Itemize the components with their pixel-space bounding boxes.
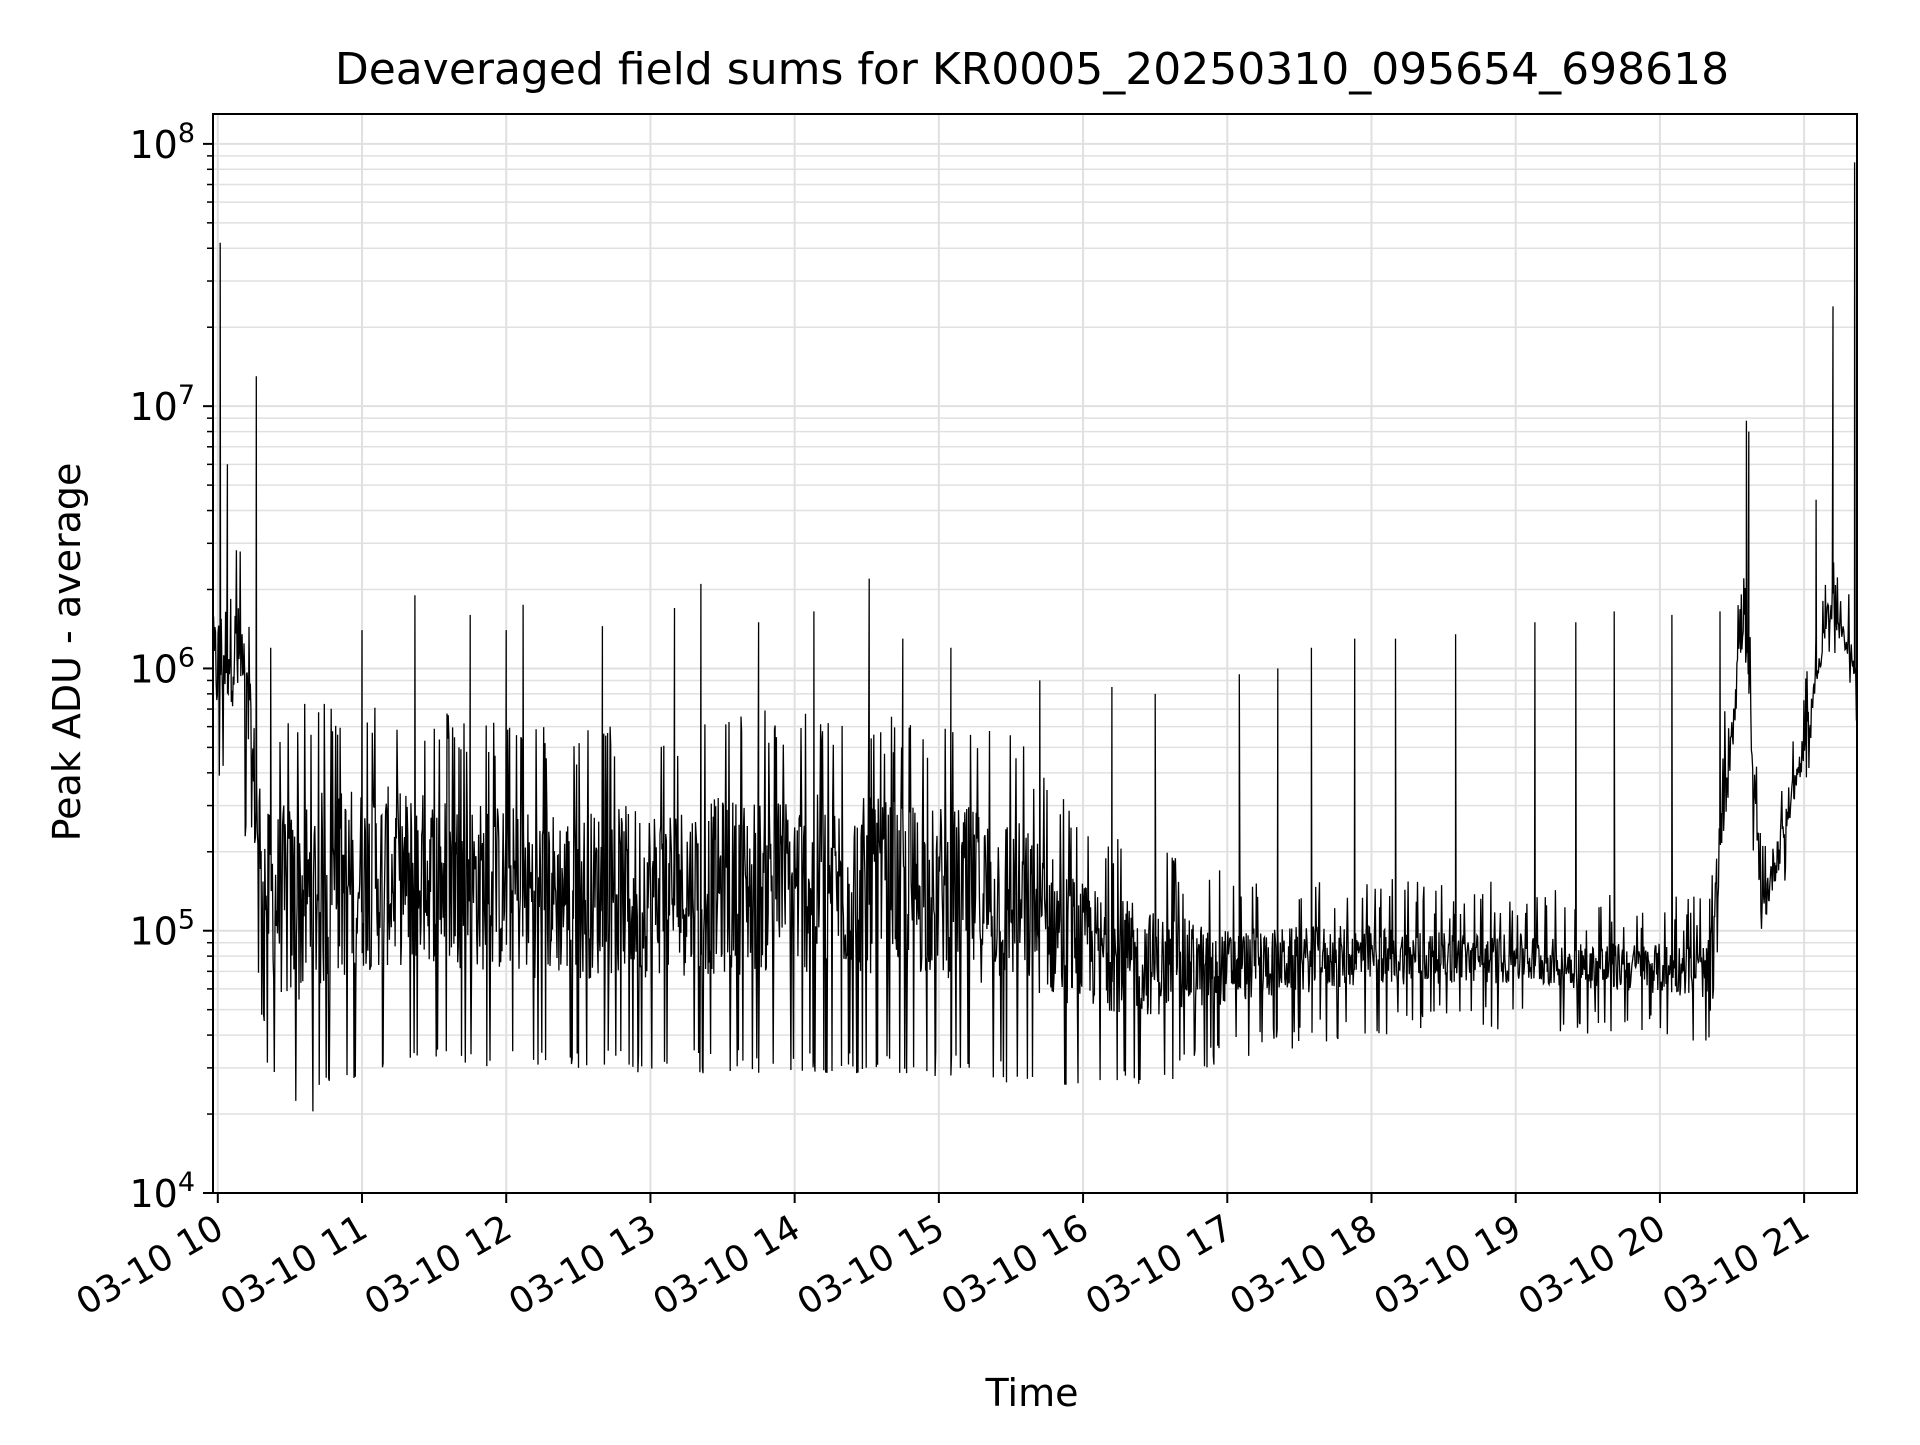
x-axis-label: Time xyxy=(985,1371,1079,1415)
y-tick-label: 105 xyxy=(129,905,195,954)
y-tick-label: 104 xyxy=(129,1167,195,1216)
series-line xyxy=(212,162,1858,1112)
y-axis-label: Peak ADU - average xyxy=(45,463,89,842)
y-tick-label: 108 xyxy=(129,118,195,167)
y-tick-label: 106 xyxy=(129,642,195,691)
y-tick-label: 107 xyxy=(129,380,195,429)
series-path xyxy=(212,162,1858,1112)
plot-frame xyxy=(212,113,1858,1194)
chart-title: Deaveraged field sums for KR0005_2025031… xyxy=(335,44,1729,95)
